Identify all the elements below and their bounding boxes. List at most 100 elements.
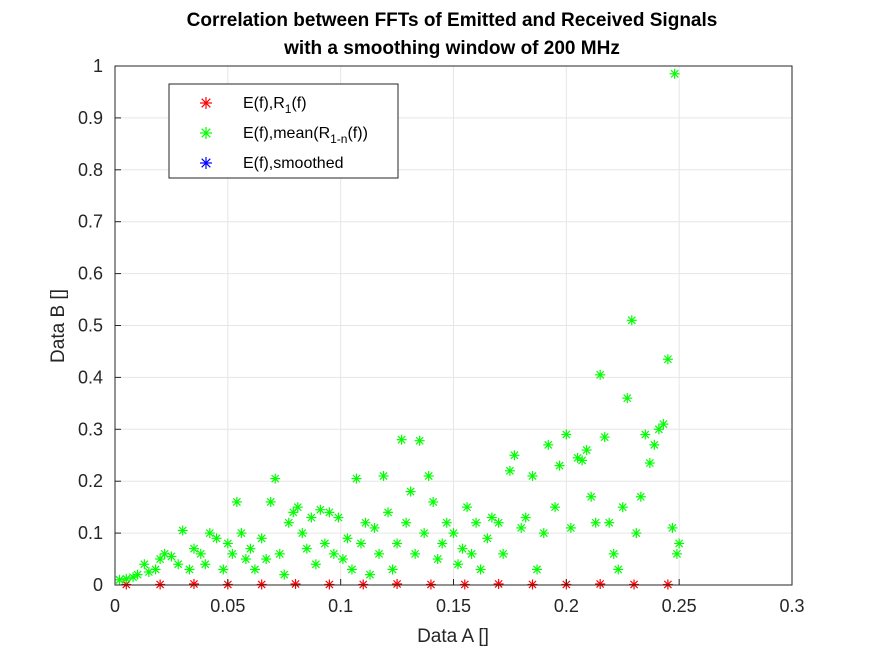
data-point-series-2 (520, 512, 531, 523)
data-point-series-2 (662, 354, 673, 365)
y-tick-label: 0.1 (78, 523, 103, 543)
data-point-series-2 (132, 569, 143, 580)
data-point-series-2 (586, 491, 597, 502)
y-tick-label: 0.2 (78, 471, 103, 491)
data-point-series-2 (613, 564, 624, 575)
data-point-series-2 (337, 554, 348, 565)
data-point-series-1 (493, 578, 504, 589)
data-point-series-2 (608, 548, 619, 559)
data-point-series-2 (195, 548, 206, 559)
data-point-series-2 (378, 471, 389, 482)
data-point-series-2 (410, 548, 421, 559)
data-point-series-2 (448, 528, 459, 539)
data-point-series-2 (227, 548, 238, 559)
data-point-series-2 (319, 538, 330, 549)
data-point-series-2 (392, 538, 403, 549)
data-point-series-2 (504, 465, 515, 476)
data-point-series-2 (328, 548, 339, 559)
data-point-series-2 (516, 522, 527, 533)
data-point-series-1 (425, 579, 436, 590)
data-point-series-2 (667, 522, 678, 533)
data-point-series-2 (531, 564, 542, 575)
x-tick-label: 0.3 (779, 596, 804, 616)
data-point-series-2 (292, 502, 303, 513)
data-point-series-2 (527, 471, 538, 482)
y-tick-label: 1 (93, 56, 103, 76)
data-point-series-1 (662, 579, 673, 590)
data-point-series-2 (466, 548, 477, 559)
data-point-series-2 (475, 564, 486, 575)
data-point-series-2 (462, 502, 473, 513)
data-point-series-2 (401, 517, 412, 528)
data-point-series-2 (595, 369, 606, 380)
data-point-series-1 (459, 579, 470, 590)
data-point-series-1 (155, 579, 166, 590)
data-point-series-1 (256, 579, 267, 590)
data-point-series-2 (493, 517, 504, 528)
data-point-series-2 (423, 471, 434, 482)
data-point-series-2 (342, 533, 353, 544)
data-point-series-2 (453, 559, 464, 570)
data-point-series-2 (640, 429, 651, 440)
y-tick-label: 0.5 (78, 316, 103, 336)
y-axis-label: Data B [] (48, 289, 69, 363)
data-point-series-2 (554, 460, 565, 471)
data-point-series-2 (315, 504, 326, 515)
data-point-series-2 (543, 439, 554, 450)
data-point-series-2 (550, 502, 561, 513)
data-point-series-2 (581, 445, 592, 456)
chart-title-line-1: Correlation between FFTs of Emitted and … (187, 10, 718, 31)
x-tick-label: 0.15 (436, 596, 471, 616)
data-point-series-2 (644, 458, 655, 469)
data-point-series-2 (604, 517, 615, 528)
data-point-series-2 (211, 533, 222, 544)
data-point-series-2 (631, 528, 642, 539)
data-point-series-2 (245, 543, 256, 554)
data-point-series-2 (671, 548, 682, 559)
data-point-series-2 (617, 502, 628, 513)
y-tick-label: 0.8 (78, 160, 103, 180)
legend-marker-series-3 (200, 157, 212, 169)
data-point-series-2 (649, 439, 660, 450)
x-tick-label: 0.05 (210, 596, 245, 616)
x-tick-label: 0.25 (662, 596, 697, 616)
data-point-series-2 (674, 538, 685, 549)
data-point-series-2 (297, 528, 308, 539)
data-point-series-2 (333, 512, 344, 523)
legend: E(f),R1(f) E(f),mean(R1-n(f)) E(f),smoothe… (168, 83, 399, 179)
data-point-series-2 (265, 496, 276, 507)
y-tick-label: 0.7 (78, 212, 103, 232)
y-tick-label: 0.3 (78, 419, 103, 439)
legend-label-series-3: E(f),smoothed (243, 155, 343, 172)
data-point-series-2 (658, 419, 669, 430)
data-point-series-1 (629, 579, 640, 590)
data-point-series-2 (274, 548, 285, 559)
data-point-series-2 (121, 573, 132, 584)
data-point-series-2 (236, 528, 247, 539)
data-point-series-1 (595, 578, 606, 589)
data-point-series-1 (527, 579, 538, 590)
data-point-series-2 (301, 543, 312, 554)
data-point-series-2 (561, 429, 572, 440)
data-point-series-2 (346, 564, 357, 575)
data-point-series-2 (419, 528, 430, 539)
data-point-series-2 (173, 559, 184, 570)
data-point-series-2 (486, 512, 497, 523)
data-point-series-2 (590, 517, 601, 528)
data-point-series-2 (414, 435, 425, 446)
chart-title-line-2: with a smoothing window of 200 MHz (283, 38, 620, 59)
data-point-series-2 (150, 564, 161, 575)
data-point-series-2 (626, 315, 637, 326)
data-point-series-2 (457, 543, 468, 554)
data-point-series-1 (188, 578, 199, 589)
data-point-series-2 (635, 491, 646, 502)
y-tick-label: 0.6 (78, 264, 103, 284)
data-point-series-2 (441, 517, 452, 528)
y-tick-label: 0.4 (78, 367, 103, 387)
data-point-series-2 (405, 486, 416, 497)
data-points (114, 68, 685, 590)
data-point-series-2 (279, 569, 290, 580)
data-point-series-2 (114, 574, 125, 585)
data-point-series-1 (324, 579, 335, 590)
